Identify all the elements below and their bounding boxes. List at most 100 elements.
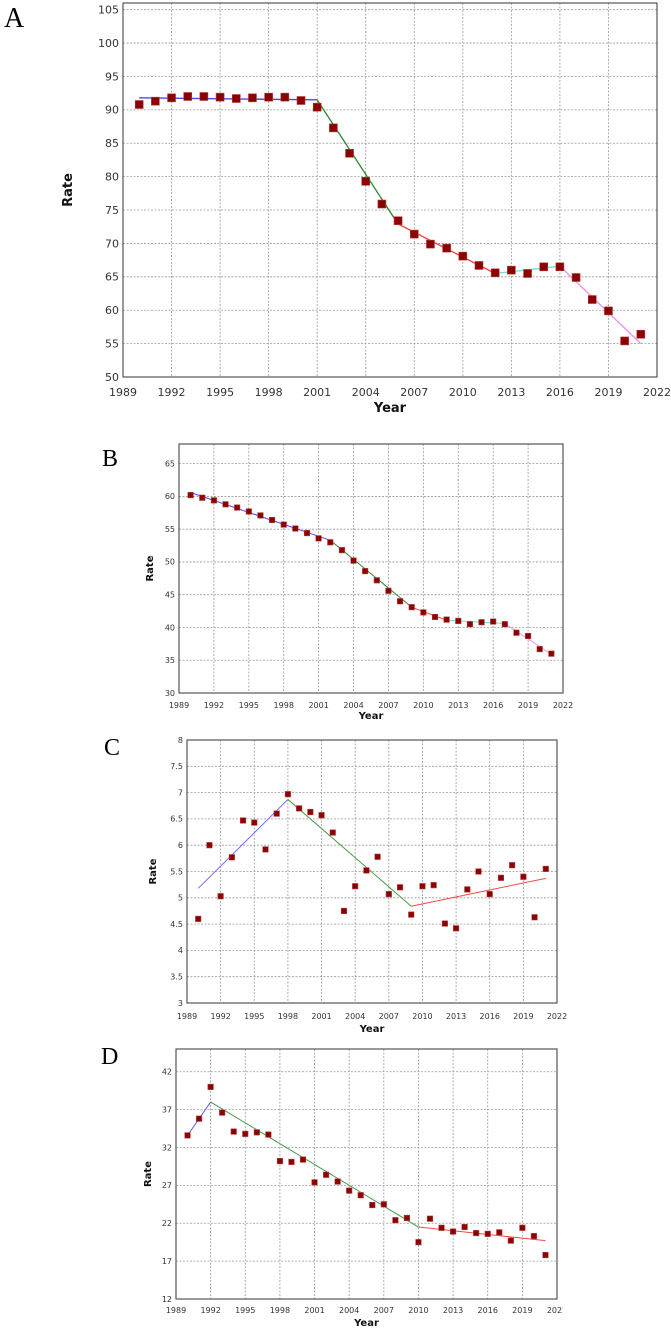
data-point — [571, 273, 581, 282]
y-tick-label: 105 — [98, 4, 119, 17]
data-point — [475, 868, 482, 875]
y-tick-label: 40 — [165, 623, 175, 632]
joinpoint-segment-3 — [411, 877, 546, 907]
y-tick-label: 27 — [162, 1181, 172, 1190]
y-tick-label: 55 — [105, 337, 119, 350]
y-axis-title: Rate — [143, 1161, 154, 1187]
y-tick-label: 6 — [178, 841, 183, 850]
data-point — [509, 862, 516, 869]
x-tick-label: 2016 — [546, 386, 574, 399]
data-point — [187, 492, 194, 499]
joinpoint-segment-3 — [411, 606, 447, 621]
y-tick-label: 8 — [178, 736, 183, 745]
chart-panel-c: C 3 3.5 4 4.5 5 5.5 6 6.5 7 7.5 8 1989 1992 1995 1998 20… — [104, 735, 567, 1035]
data-point — [604, 306, 613, 316]
chart-panel-b: B 30 35 40 45 50 55 60 65 1989 1992 1995 1998 2001 200… — [102, 443, 573, 722]
data-point — [357, 1192, 364, 1199]
data-point — [195, 915, 202, 922]
x-tick-label: 2019 — [594, 386, 622, 399]
x-tick-label: 1995 — [244, 1012, 264, 1021]
data-point — [385, 891, 392, 898]
data-point — [507, 1237, 514, 1244]
panel-label: A — [4, 3, 25, 34]
data-point — [442, 243, 451, 253]
data-point — [478, 619, 485, 626]
data-point — [167, 93, 176, 103]
y-tick-label: 22 — [162, 1219, 172, 1228]
y-tick-label: 42 — [162, 1068, 172, 1077]
x-tick-label: 1989 — [166, 1306, 186, 1315]
x-tick-label: 2022 — [553, 701, 573, 710]
x-tick-labels: 1989 1992 1995 1998 2001 2004 2007 2010 2013 2016… — [166, 1306, 563, 1315]
x-tick-label: 2022 — [547, 1012, 567, 1021]
x-tick-label: 1992 — [210, 1012, 230, 1021]
data-point — [542, 865, 549, 872]
x-tick-labels: 1989 1992 1995 1998 2001 2004 2007 2010 2013 2016… — [109, 386, 671, 399]
data-point — [397, 598, 404, 605]
data-point — [210, 497, 217, 504]
data-point — [392, 1217, 399, 1224]
data-point — [490, 268, 500, 278]
data-point — [369, 1202, 376, 1209]
data-point — [196, 1115, 203, 1122]
data-point — [207, 1083, 214, 1090]
data-point — [409, 229, 419, 239]
data-point — [501, 621, 508, 628]
data-point — [240, 817, 247, 824]
y-tick-label: 100 — [98, 37, 119, 50]
data-point — [215, 92, 225, 102]
x-tick-label: 2001 — [311, 1012, 331, 1021]
joinpoint-segment-1 — [197, 799, 289, 889]
data-point — [430, 882, 437, 889]
y-tick-label: 75 — [105, 204, 119, 217]
x-tick-label: 2010 — [413, 701, 433, 710]
y-tick-label: 95 — [105, 70, 119, 83]
plot-frame — [175, 1048, 558, 1300]
data-point — [536, 646, 543, 653]
data-point — [466, 621, 473, 628]
data-point — [307, 809, 314, 816]
data-point — [464, 886, 471, 893]
data-point — [184, 1132, 191, 1139]
joinpoint-segment-3 — [418, 1226, 546, 1242]
data-point — [151, 96, 160, 106]
y-tick-label: 37 — [162, 1105, 172, 1114]
data-point — [519, 1224, 526, 1231]
data-point — [311, 1179, 318, 1186]
panel-label: B — [102, 446, 118, 472]
x-tick-label: 1992 — [204, 701, 224, 710]
data-point — [230, 1128, 237, 1135]
data-point — [265, 1131, 272, 1138]
x-tick-label: 1995 — [239, 701, 259, 710]
data-point — [217, 893, 224, 900]
data-point — [253, 1129, 260, 1136]
data-point — [587, 295, 597, 304]
data-point — [338, 547, 345, 554]
data-point — [264, 92, 273, 102]
y-tick-label: 5.5 — [170, 867, 183, 876]
y-tick-label: 60 — [165, 492, 175, 501]
data-point — [323, 1171, 330, 1178]
y-tick-label: 90 — [105, 104, 119, 117]
data-point — [299, 1156, 307, 1163]
x-tick-label: 2013 — [448, 701, 468, 710]
data-point — [393, 216, 403, 226]
y-tick-label: 32 — [162, 1143, 172, 1152]
y-tick-label: 4.5 — [170, 920, 183, 929]
x-tick-label: 2016 — [480, 1012, 500, 1021]
joinpoint-segment-2 — [287, 799, 412, 907]
x-tick-label: 2013 — [446, 1012, 466, 1021]
data-point — [525, 632, 532, 640]
data-point — [513, 629, 520, 636]
data-point — [490, 618, 497, 625]
y-tick-label: 4 — [178, 946, 183, 955]
y-tick-label: 3 — [178, 999, 183, 1008]
data-point — [257, 512, 264, 519]
data-point — [262, 846, 269, 853]
y-tick-label: 70 — [105, 237, 119, 250]
x-tick-label: 2001 — [308, 701, 328, 710]
data-point — [415, 1239, 422, 1246]
data-point — [251, 819, 258, 826]
panel-label: C — [104, 735, 120, 761]
data-point — [443, 616, 450, 623]
